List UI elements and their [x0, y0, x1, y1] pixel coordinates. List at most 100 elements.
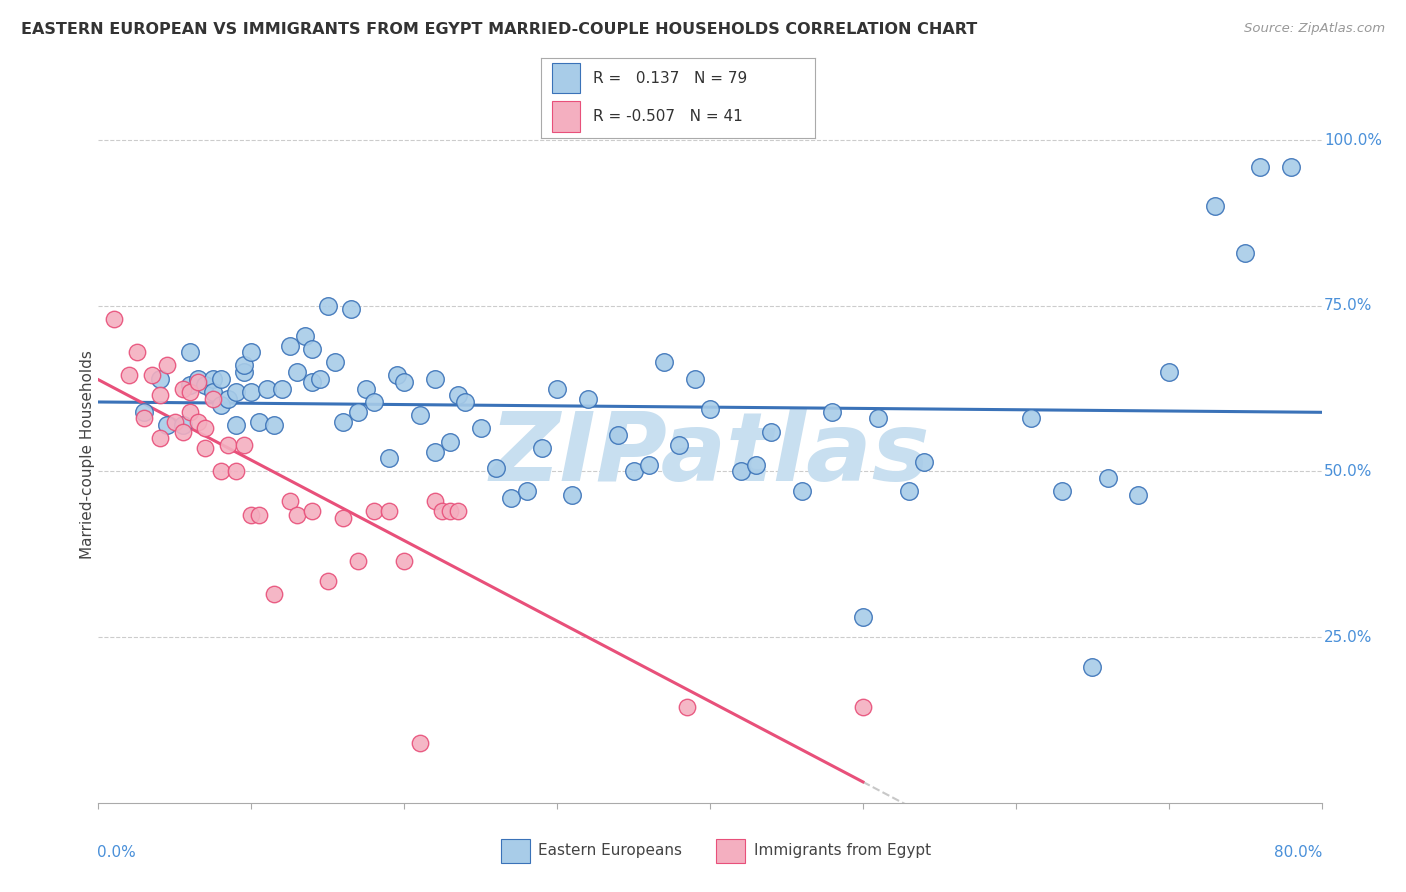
- Point: [232, 365, 254, 379]
- Point: [332, 415, 354, 429]
- FancyBboxPatch shape: [553, 62, 579, 94]
- Y-axis label: Married-couple Households: Married-couple Households: [80, 351, 94, 559]
- Point: [699, 401, 721, 416]
- Point: [285, 508, 308, 522]
- Point: [576, 392, 599, 406]
- Point: [1097, 471, 1119, 485]
- Text: ZIPatlas: ZIPatlas: [489, 409, 931, 501]
- Point: [432, 504, 454, 518]
- Point: [141, 368, 163, 383]
- Point: [256, 382, 278, 396]
- Point: [194, 378, 217, 392]
- Point: [172, 382, 194, 396]
- Point: [363, 504, 385, 518]
- Point: [232, 438, 254, 452]
- Point: [187, 415, 209, 429]
- Point: [454, 395, 477, 409]
- Text: 75.0%: 75.0%: [1324, 298, 1372, 313]
- Point: [683, 372, 706, 386]
- Text: Immigrants from Egypt: Immigrants from Egypt: [754, 844, 931, 858]
- Point: [868, 411, 890, 425]
- Point: [179, 378, 201, 392]
- Point: [225, 465, 247, 479]
- Point: [209, 465, 232, 479]
- Point: [118, 368, 141, 383]
- Point: [652, 355, 675, 369]
- Point: [134, 411, 156, 425]
- Point: [423, 444, 446, 458]
- Point: [1157, 365, 1180, 379]
- Point: [378, 451, 401, 466]
- Point: [745, 458, 768, 472]
- Point: [730, 465, 752, 479]
- Point: [470, 421, 492, 435]
- Point: [125, 345, 148, 359]
- Point: [149, 372, 172, 386]
- Point: [897, 484, 920, 499]
- Point: [240, 508, 263, 522]
- Point: [332, 511, 354, 525]
- Point: [301, 342, 323, 356]
- Text: 0.0%: 0.0%: [97, 845, 136, 860]
- Point: [852, 699, 875, 714]
- Point: [1234, 245, 1257, 260]
- Point: [163, 415, 186, 429]
- Point: [103, 312, 125, 326]
- Point: [294, 328, 316, 343]
- Point: [447, 504, 470, 518]
- Point: [852, 610, 875, 624]
- Point: [194, 421, 217, 435]
- Point: [501, 491, 523, 505]
- Point: [179, 384, 201, 399]
- Point: [347, 405, 370, 419]
- Point: [149, 431, 172, 445]
- Point: [316, 299, 339, 313]
- Point: [209, 372, 232, 386]
- Point: [240, 384, 263, 399]
- Text: EASTERN EUROPEAN VS IMMIGRANTS FROM EGYPT MARRIED-COUPLE HOUSEHOLDS CORRELATION : EASTERN EUROPEAN VS IMMIGRANTS FROM EGYP…: [21, 22, 977, 37]
- Point: [225, 418, 247, 433]
- Point: [339, 302, 361, 317]
- Point: [301, 375, 323, 389]
- Point: [1128, 488, 1150, 502]
- Point: [623, 465, 645, 479]
- Point: [423, 372, 446, 386]
- Point: [240, 345, 263, 359]
- Point: [676, 699, 699, 714]
- Point: [225, 384, 247, 399]
- Point: [134, 405, 156, 419]
- Point: [516, 484, 538, 499]
- Point: [187, 372, 209, 386]
- Point: [172, 418, 194, 433]
- Point: [668, 438, 690, 452]
- Point: [247, 508, 270, 522]
- Text: 50.0%: 50.0%: [1324, 464, 1372, 479]
- Point: [156, 359, 179, 373]
- Point: [179, 345, 201, 359]
- Point: [759, 425, 782, 439]
- Point: [347, 554, 370, 568]
- Point: [485, 461, 508, 475]
- Point: [561, 488, 583, 502]
- Point: [301, 504, 323, 518]
- Point: [392, 554, 416, 568]
- Point: [278, 338, 301, 352]
- Point: [278, 494, 301, 508]
- FancyBboxPatch shape: [553, 102, 579, 132]
- Text: Eastern Europeans: Eastern Europeans: [538, 844, 682, 858]
- Point: [179, 405, 201, 419]
- Point: [1279, 160, 1302, 174]
- Text: R = -0.507   N = 41: R = -0.507 N = 41: [593, 109, 744, 124]
- Point: [202, 372, 225, 386]
- Point: [316, 574, 339, 588]
- Point: [263, 587, 285, 601]
- Point: [790, 484, 813, 499]
- Point: [156, 418, 179, 433]
- Point: [187, 375, 209, 389]
- FancyBboxPatch shape: [501, 838, 530, 863]
- Point: [354, 382, 377, 396]
- Point: [1050, 484, 1073, 499]
- Point: [408, 408, 430, 422]
- Text: 100.0%: 100.0%: [1324, 133, 1382, 148]
- FancyBboxPatch shape: [716, 838, 745, 863]
